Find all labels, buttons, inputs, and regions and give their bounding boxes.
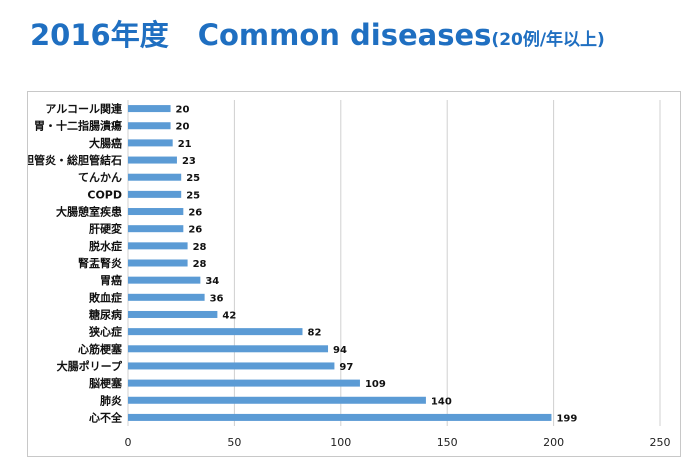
bar — [128, 293, 205, 301]
bar-chart: 0 50 100 150 200 250 アルコール関連 20 胃・十二指腸潰瘍 20 大腸癌 21 胆… — [28, 100, 671, 449]
x-tick-label: 250 — [650, 436, 671, 449]
x-tick-label: 50 — [227, 436, 241, 449]
chart-area: 0 50 100 150 200 250 アルコール関連 20 胃・十二指腸潰瘍 20 大腸癌 21 胆… — [27, 91, 681, 457]
data-label: 20 — [176, 105, 190, 116]
bar — [128, 379, 360, 387]
category-label: 胆管炎・総胆管結石 — [28, 153, 122, 167]
category-label: 心不全 — [89, 410, 123, 424]
category-label: 狭心症 — [88, 325, 122, 339]
bar — [128, 208, 184, 216]
bar — [128, 259, 188, 267]
bar — [128, 396, 426, 404]
bar — [128, 225, 184, 233]
bar — [128, 328, 303, 336]
bar — [128, 156, 177, 164]
bar — [128, 242, 188, 250]
bar — [128, 173, 182, 181]
data-label: 23 — [182, 156, 196, 167]
bar — [128, 122, 171, 130]
data-label: 36 — [210, 293, 224, 304]
data-label: 109 — [365, 379, 386, 390]
category-label: 大腸憩室疾患 — [56, 205, 122, 219]
bar — [128, 345, 329, 353]
category-label: 大腸癌 — [89, 136, 122, 150]
data-label: 34 — [205, 276, 219, 287]
category-label: 糖尿病 — [89, 307, 122, 321]
data-label: 20 — [176, 122, 190, 133]
data-label: 140 — [431, 396, 452, 407]
bar — [128, 413, 552, 421]
bar — [128, 105, 171, 113]
category-label: 胃・十二指腸潰瘍 — [34, 119, 122, 133]
data-label: 97 — [339, 362, 353, 373]
category-label: 肺炎 — [100, 393, 122, 407]
category-label: 敗血症 — [89, 290, 122, 304]
category-label: てんかん — [78, 171, 122, 184]
category-label: 腎盂腎炎 — [78, 257, 122, 270]
title-sub: (20例/年以上) — [491, 30, 605, 50]
data-label: 26 — [188, 208, 202, 219]
data-label: 25 — [186, 190, 200, 201]
data-label: 28 — [193, 242, 207, 253]
x-tick-label: 150 — [437, 436, 458, 449]
category-label: COPD — [87, 188, 122, 201]
data-label: 42 — [222, 310, 236, 321]
x-tick-label: 0 — [125, 436, 132, 449]
category-label: 脳梗塞 — [89, 376, 123, 390]
bar — [128, 190, 182, 198]
x-tick-label: 200 — [543, 436, 564, 449]
category-label: 胃癌 — [100, 273, 122, 287]
category-label: 肝硬変 — [89, 222, 122, 236]
category-label: 脱水症 — [89, 239, 122, 253]
category-label: 心筋梗塞 — [78, 342, 123, 356]
data-label: 26 — [188, 225, 202, 236]
bar — [128, 362, 335, 370]
data-label: 25 — [186, 173, 200, 184]
category-label: アルコール関連 — [45, 102, 123, 116]
data-label: 199 — [556, 413, 577, 424]
bar — [128, 139, 173, 147]
category-label: 大腸ポリープ — [57, 359, 123, 373]
data-label: 94 — [333, 345, 347, 356]
x-tick-label: 100 — [330, 436, 351, 449]
bar — [128, 310, 218, 318]
data-label: 28 — [193, 259, 207, 270]
title-main: 2016年度 Common diseases — [30, 18, 492, 52]
data-label: 21 — [178, 139, 192, 150]
data-label: 82 — [307, 328, 321, 339]
bar — [128, 276, 201, 284]
chart-title: 2016年度 Common diseases(20例/年以上) — [30, 12, 605, 54]
